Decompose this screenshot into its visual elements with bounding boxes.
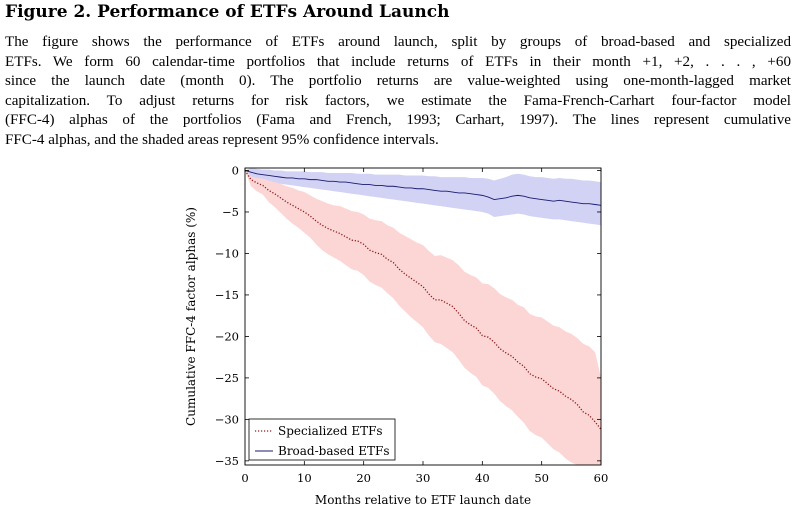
specialized-etfs-legend-label: Specialized ETFs (278, 424, 383, 438)
x-tick-label: 0 (241, 471, 248, 485)
y-tick-label: −35 (215, 454, 239, 468)
caption-line: (FFC-4) alphas of the portfolios (Fama a… (5, 112, 791, 129)
x-tick-label: 10 (297, 471, 312, 485)
series-lines (244, 170, 602, 430)
y-tick-label: −20 (215, 329, 239, 343)
caption-line: The figure shows the performance of ETFs… (5, 34, 791, 50)
y-axis-label: Cumulative FFC-4 factor alphas (%) (184, 207, 198, 426)
y-axis: 0 −5 −10 −15 −20 −25 −30 −35 (215, 163, 601, 468)
y-tick-label: 0 (232, 163, 239, 177)
x-tick-label: 20 (356, 471, 371, 485)
y-tick-label: −10 (215, 246, 239, 260)
broad-based-etfs-legend-label: Broad-based ETFs (278, 444, 390, 458)
y-tick-label: −15 (215, 288, 239, 302)
y-tick-label: −25 (215, 371, 239, 385)
specialized-etfs-confidence-band (245, 170, 601, 465)
x-axis-label: Months relative to ETF launch date (315, 493, 531, 507)
caption-line: FFC-4 alphas, and the shaded areas repre… (5, 131, 439, 148)
legend-box (248, 418, 396, 461)
x-tick-label: 60 (594, 471, 609, 485)
x-axis: 0 10 20 30 40 50 60 (241, 168, 608, 485)
caption-line: since the launch date (month 0). The por… (5, 73, 791, 90)
specialized-etfs-line (244, 170, 602, 430)
y-tick-label: −30 (215, 412, 239, 426)
caption-line: ETFs. We form 60 calendar-time portfolio… (5, 53, 791, 70)
figure-title: Figure 2. Performance of ETFs Around Lau… (5, 2, 450, 22)
x-tick-label: 30 (416, 471, 431, 485)
chart-legend: Specialized ETFs Broad-based ETFs (248, 418, 396, 461)
caption-line: capitalization. To adjust returns for ri… (5, 92, 791, 109)
x-tick-label: 50 (534, 471, 549, 485)
figure-caption: The figure shows the performance of ETFs… (5, 33, 791, 151)
y-tick-label: −5 (222, 205, 239, 219)
x-tick-label: 40 (475, 471, 490, 485)
broad-based-etfs-line (244, 170, 602, 206)
broad-based-etfs-confidence-band (245, 168, 601, 226)
confidence-bands (245, 168, 601, 465)
